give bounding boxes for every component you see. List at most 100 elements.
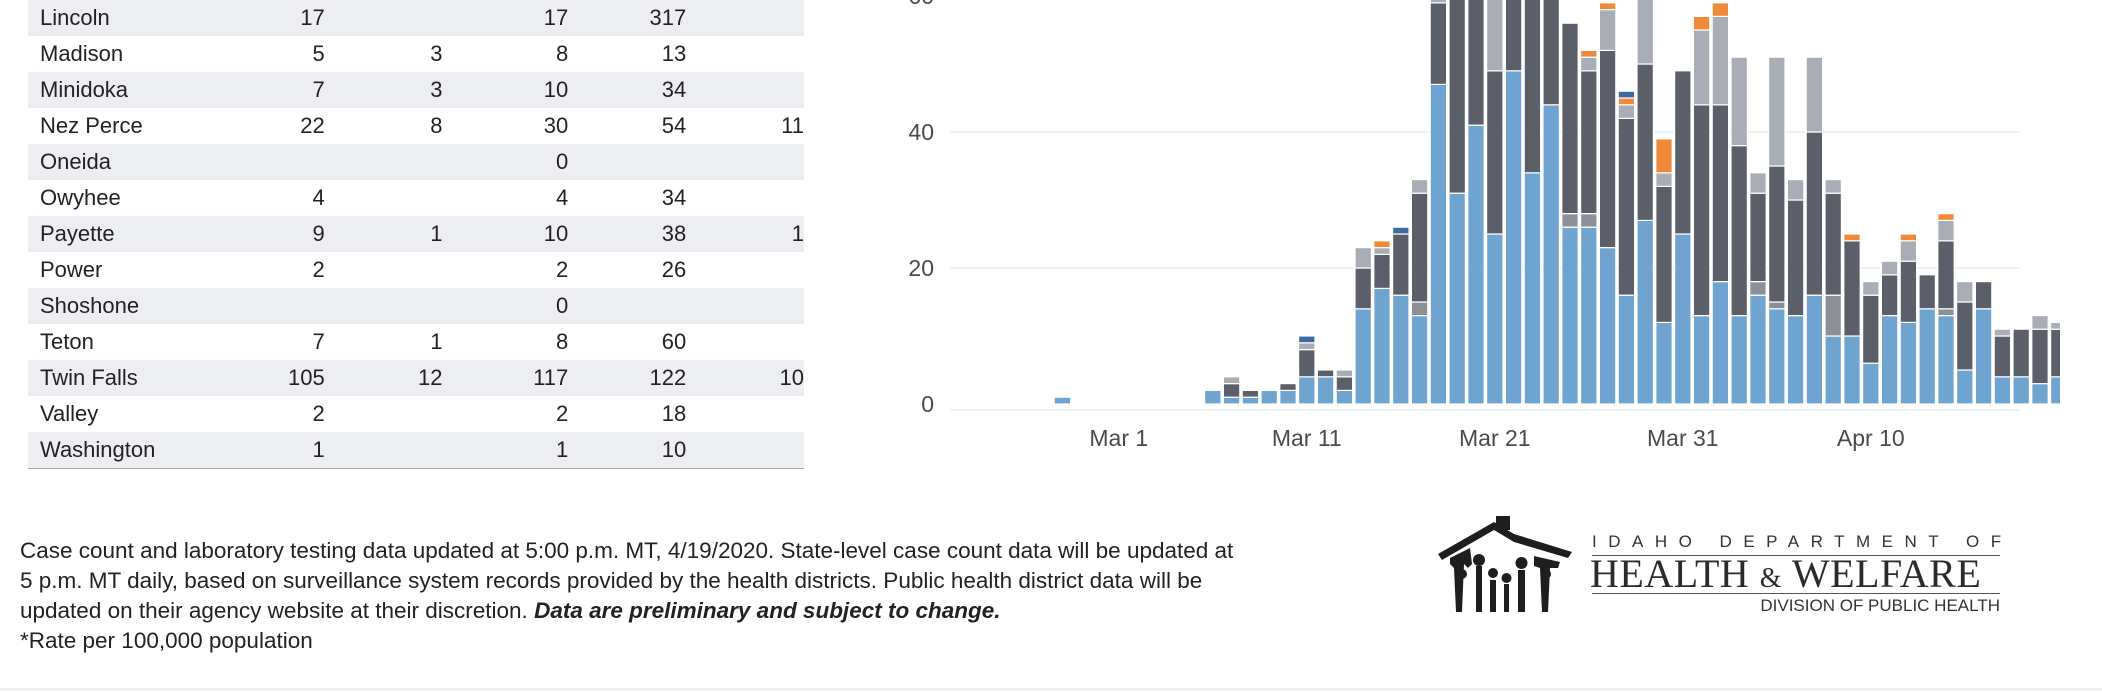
notice-line-1: Case count and laboratory testing data u… [20, 538, 1234, 563]
bar-segment-orange [1899, 233, 1918, 242]
logo-health-word: HEALTH [1590, 551, 1750, 596]
value-cell [568, 288, 686, 324]
bar-segment-light [1692, 29, 1711, 106]
value-cell [325, 288, 443, 324]
bar-segment-light [1861, 281, 1880, 296]
value-cell: 2 [556, 257, 569, 282]
table-row: Owyhee 4 4 34 [28, 180, 804, 216]
notice-line-2: 5 p.m. MT daily, based on surveillance s… [20, 568, 1203, 593]
bar-segment-dark [1523, 0, 1542, 174]
bar-segment-light [1410, 179, 1429, 194]
family-house-icon [1438, 516, 1572, 612]
value-cell [325, 180, 443, 216]
bar-segment-blue [1636, 219, 1654, 405]
bar-segment-dark [1692, 104, 1711, 317]
bar-segment-light [1429, 0, 1448, 4]
y-tick-label: 20 [908, 255, 934, 281]
table-row: Oneida 0 [28, 144, 804, 180]
value-cell: 3 [430, 77, 443, 102]
value-cell: 1 [442, 432, 569, 469]
table-row: Teton 7 1 8 60 [28, 324, 804, 360]
value-cell [325, 144, 443, 180]
county-name-cell: Madison [40, 41, 124, 66]
bar-segment-light [1298, 342, 1316, 351]
value-cell: 8 [556, 41, 569, 66]
table-row: Payette 9 1 10 38 1 [28, 216, 804, 252]
bar-segment-dark [1749, 192, 1767, 283]
bar-segment-blue [1429, 83, 1448, 405]
bar-segment-dark [1767, 165, 1786, 303]
bar-segment-light [1222, 376, 1241, 385]
bar-segment-light [1749, 172, 1767, 194]
bar-segment-dark [2031, 328, 2049, 385]
value-cell: 10 [779, 365, 804, 390]
bar-segment-light [1955, 281, 1974, 303]
bar-segment-dark [1222, 383, 1241, 398]
bar-segment-dark [1711, 104, 1730, 283]
value-cell: 122 [649, 365, 687, 390]
bar-segment-light [1993, 328, 2012, 337]
bar-segment-dark [1918, 274, 1936, 310]
value-cell: 38 [661, 221, 687, 246]
bar-segment-blue [1222, 396, 1241, 405]
notice-line-3-text: updated on their agency website at their… [20, 598, 528, 623]
bar-segment-dark [1561, 22, 1579, 215]
value-cell: 22 [300, 113, 325, 138]
bar-segment-blue [1655, 321, 1673, 405]
value-cell: 4 [312, 185, 325, 210]
bar-segment-dark [1373, 253, 1391, 289]
bar-segment-light [1579, 56, 1598, 72]
bar-segment-light [1335, 369, 1354, 378]
bar-segment-dark [1467, 0, 1485, 126]
bar-segment-dark [2012, 328, 2030, 378]
bar-segment-blue [2049, 376, 2060, 405]
bar-segment-dark [1579, 70, 1598, 215]
bar-segment-light [1373, 247, 1391, 256]
bar-segment-light [1899, 240, 1918, 262]
value-cell [325, 396, 443, 432]
value-cell [686, 324, 804, 360]
table-row: Twin Falls 105 12 117 122 10 [28, 360, 804, 396]
data-update-notice: Case count and laboratory testing data u… [20, 536, 1420, 656]
bar-segment-orange [1617, 97, 1636, 106]
bar-segment-blue [1880, 315, 1899, 405]
bar-segment-dark [1429, 2, 1448, 85]
bar-segment-blue [1523, 172, 1542, 405]
table-row: Washington 1 1 10 [28, 432, 804, 469]
bar-segment-blue [1053, 396, 1072, 405]
bar-segment-light [1598, 9, 1617, 51]
bar-segment-blue [1918, 308, 1936, 405]
bar-segment-light [1655, 172, 1673, 188]
bar-segment-dark [1899, 260, 1918, 324]
bar-segment-dark [1730, 145, 1748, 317]
bar-segment-blue [1485, 233, 1504, 405]
county-name-cell: Teton [40, 329, 94, 354]
county-data-table: Lincoln 17 17 317 Madison 5 3 8 13 Minidoka 7 3 10 34… [28, 0, 804, 469]
bar-segment-blue [1805, 294, 1824, 405]
bar-segment-blue [1467, 124, 1485, 405]
bar-segment-dark [1241, 389, 1260, 398]
bar-segment-blue [1354, 308, 1372, 405]
bar-segment-dark [1880, 274, 1899, 317]
table-row: Power 2 2 26 [28, 252, 804, 288]
bar-segment-mid [1579, 213, 1598, 228]
y-tick-label: 60 [908, 0, 934, 9]
bar-segment-dark [1335, 376, 1354, 391]
bar-segment-blue [1598, 247, 1617, 405]
bar-segment-blue [1692, 315, 1711, 405]
value-cell: 3 [430, 41, 443, 66]
x-tick-label: Mar 21 [1459, 425, 1531, 451]
bar-segment-darkblue [1391, 226, 1410, 235]
bar-segment-mid [1937, 308, 1955, 317]
value-cell: 1 [791, 221, 804, 246]
value-cell: 17 [300, 5, 325, 30]
bar-segment-dark [1448, 0, 1466, 194]
bar-segment-dark [1636, 63, 1654, 221]
bar-segment-dark [2049, 328, 2060, 378]
value-cell [324, 432, 443, 469]
bar-segment-dark [1279, 383, 1297, 392]
bar-segment-dark [1974, 281, 1993, 310]
value-cell [568, 144, 686, 180]
bar-segment-light [1354, 247, 1372, 269]
bar-segment-light [1485, 0, 1504, 72]
